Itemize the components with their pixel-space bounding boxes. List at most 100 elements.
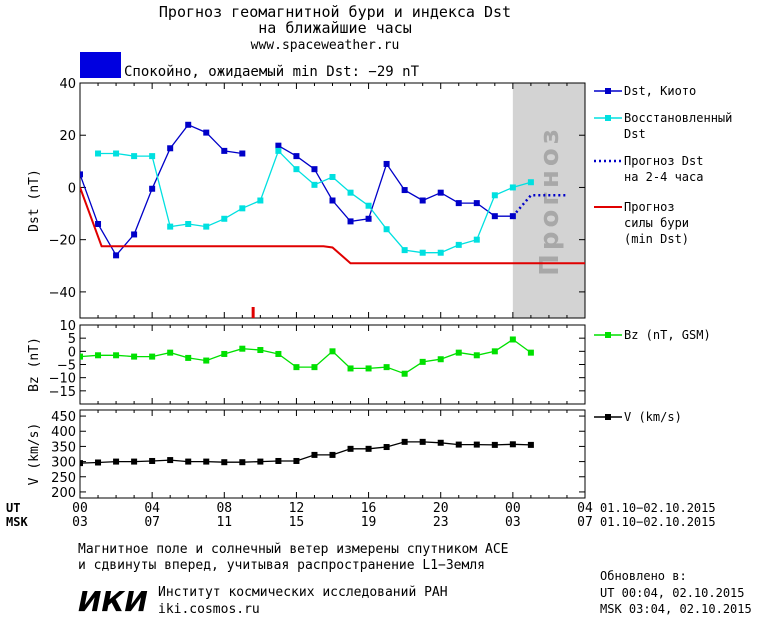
institute-name: Институт космических исследований РАН — [158, 585, 448, 600]
msk-tick-label: 11 — [216, 515, 232, 530]
data-point — [203, 357, 210, 364]
data-point — [419, 438, 426, 445]
data-point — [437, 439, 444, 446]
y-axis-label: Bz (nT) — [27, 337, 42, 392]
data-point — [203, 458, 210, 465]
data-point — [293, 364, 300, 371]
y-tick-label: 200 — [51, 486, 76, 501]
data-point — [185, 354, 192, 361]
y-tick-label: 0 — [68, 345, 76, 360]
data-point — [329, 174, 336, 180]
data-point — [365, 445, 372, 452]
msk-tick-label: 19 — [361, 515, 377, 530]
data-point — [311, 364, 318, 371]
title-line1: Прогноз геомагнитной бури и индекса Dst — [159, 3, 511, 21]
data-point — [491, 441, 498, 448]
ut-tick-label: 16 — [361, 501, 377, 516]
y-axis-label: Dst (nT) — [27, 169, 42, 232]
msk-tick-label: 03 — [505, 515, 521, 530]
data-point — [437, 356, 444, 363]
series-line — [80, 187, 585, 265]
data-point — [455, 200, 462, 207]
data-point — [347, 218, 354, 225]
msk-tick-label: 03 — [72, 515, 88, 530]
data-point — [113, 252, 120, 259]
y-tick-label: −15 — [49, 385, 76, 400]
data-point — [149, 457, 156, 464]
ut-tick-label: 00 — [72, 501, 88, 516]
panel-frame — [79, 324, 586, 405]
y-tick-label: 350 — [51, 440, 76, 455]
data-point — [221, 215, 228, 222]
data-point — [455, 349, 462, 356]
ut-tick-label: 04 — [144, 501, 160, 516]
data-point — [149, 353, 156, 360]
ut-axis-label: UT — [6, 501, 20, 515]
ut-tick-label: 20 — [433, 501, 449, 516]
ut-date-range: 01.10−02.10.2015 — [600, 501, 716, 515]
y-tick-label: 10 — [59, 319, 76, 334]
msk-tick-label: 07 — [144, 515, 160, 530]
plot-area — [80, 121, 585, 265]
data-point — [95, 221, 102, 227]
data-point — [473, 441, 480, 448]
y-tick-label: −40 — [49, 286, 76, 301]
msk-tick-label: 07 — [577, 515, 593, 530]
ut-tick-label: 04 — [577, 501, 593, 516]
data-point — [347, 445, 354, 452]
data-point — [383, 226, 390, 233]
y-tick-label: −10 — [49, 372, 76, 387]
data-point — [239, 459, 246, 466]
series-line — [80, 124, 243, 257]
data-point — [401, 247, 408, 254]
legend-label: на 2-4 часа — [624, 170, 703, 184]
data-point — [203, 223, 210, 230]
iki-logo: ИКИ — [78, 585, 148, 618]
time-axis: 00 04 08 12 16 20 00 04 03 07 11 15 19 23 03 07 — [72, 501, 593, 530]
data-point — [347, 189, 354, 196]
data-point — [167, 223, 174, 230]
data-point — [491, 348, 498, 355]
data-point — [365, 202, 372, 209]
forecast-band-label: Прогноз — [535, 125, 565, 276]
data-point — [293, 153, 300, 160]
updated-msk: MSK 03:04, 02.10.2015 — [600, 602, 752, 616]
y-tick-label: 5 — [68, 332, 76, 347]
y-axis-label: V (km/s) — [27, 423, 42, 486]
data-point — [509, 184, 516, 191]
data-point — [275, 142, 282, 149]
data-point — [365, 215, 372, 222]
legend-label: Восстановленный — [624, 111, 732, 125]
institute-site[interactable]: iki.cosmos.ru — [158, 602, 260, 617]
data-point — [527, 349, 534, 356]
series-line — [80, 338, 532, 375]
data-point — [419, 358, 426, 365]
data-point — [275, 147, 282, 154]
data-point — [149, 185, 156, 192]
y-tick-label: 300 — [51, 456, 76, 471]
y-tick-label: 400 — [51, 425, 76, 440]
series-line — [80, 441, 531, 464]
legend-marker — [605, 332, 611, 338]
data-point — [131, 231, 138, 238]
site-url[interactable]: www.spaceweather.ru — [251, 38, 400, 53]
data-point — [311, 181, 318, 188]
data-point — [293, 166, 300, 173]
data-point — [491, 192, 498, 199]
data-point — [491, 213, 498, 220]
legend-label: Прогноз Dst — [624, 154, 703, 168]
data-point — [257, 197, 264, 204]
updated-ut: UT 00:04, 02.10.2015 — [600, 586, 745, 600]
data-point — [347, 365, 354, 372]
y-tick-label: −20 — [49, 234, 76, 249]
title-line2: на ближайшие часы — [258, 19, 412, 37]
data-point — [95, 150, 102, 157]
plot-area — [80, 336, 534, 377]
data-point — [167, 145, 174, 152]
ut-tick-label: 08 — [216, 501, 232, 516]
data-point — [131, 458, 138, 465]
data-point — [293, 457, 300, 464]
footer-note-line1: Магнитное поле и солнечный ветер измерен… — [78, 542, 508, 557]
